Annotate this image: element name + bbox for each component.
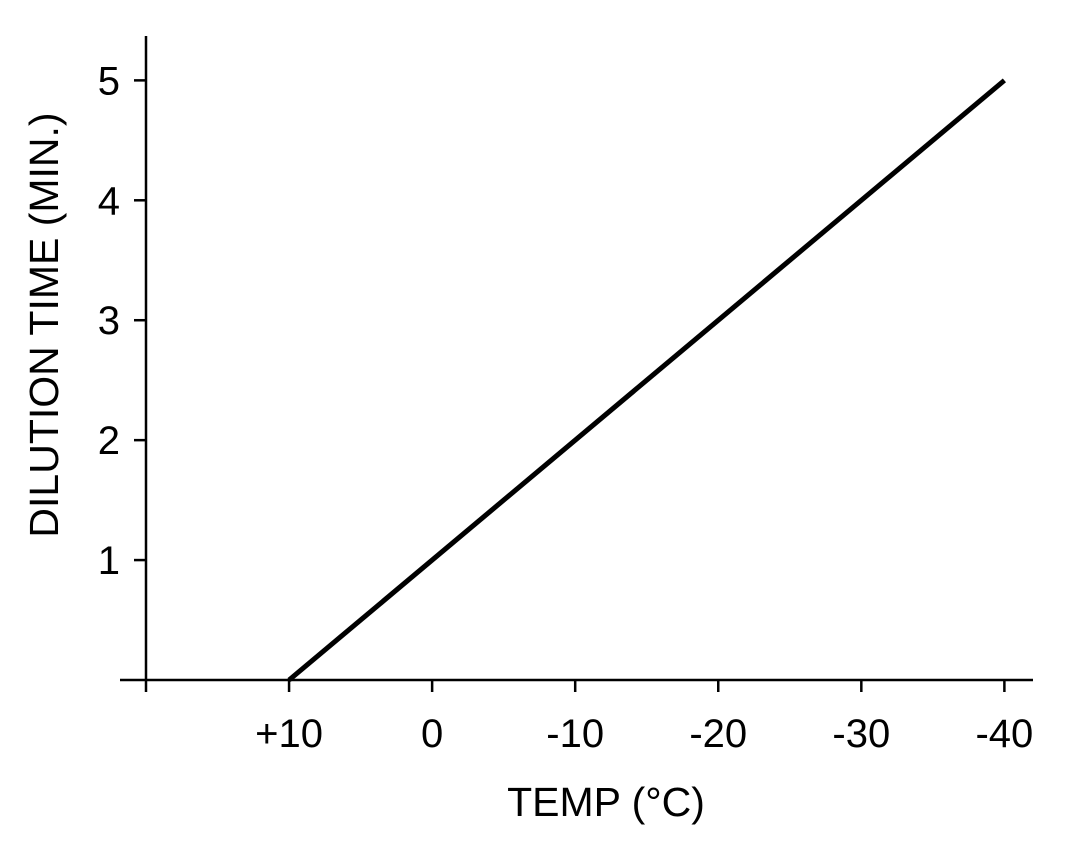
x-tick-label: -20 — [689, 712, 747, 756]
y-axis-title: DILUTION TIME (MIN.) — [21, 112, 67, 537]
x-tick-label: -10 — [546, 712, 604, 756]
x-tick-label: -40 — [975, 712, 1033, 756]
series-line — [287, 78, 1006, 682]
x-tick-label: -30 — [832, 712, 890, 756]
y-tick-label: 1 — [98, 539, 120, 583]
y-ticks: 1 2 3 4 5 — [98, 59, 146, 583]
x-tick-label: 0 — [421, 712, 443, 756]
y-tick-label: 3 — [98, 299, 120, 343]
axes — [120, 36, 1033, 692]
x-ticks: +10 0 -10 -20 -30 -40 — [255, 680, 1033, 756]
y-tick-label: 4 — [98, 179, 120, 223]
series-layer — [287, 78, 1006, 682]
y-tick-label: 5 — [98, 59, 120, 103]
y-tick-label: 2 — [98, 419, 120, 463]
x-tick-label: +10 — [255, 712, 323, 756]
x-axis-title: TEMP (°C) — [507, 779, 705, 825]
